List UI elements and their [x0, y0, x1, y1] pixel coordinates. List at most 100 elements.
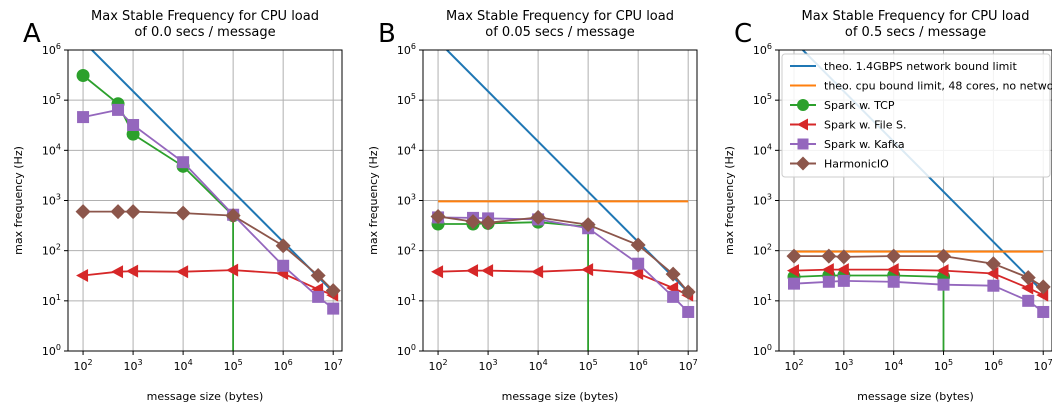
y-axis-label: max frequency (Hz) [723, 146, 736, 255]
data-point-file [836, 263, 849, 277]
y-tick-label: 101 [397, 293, 416, 308]
data-point-kafka [77, 111, 90, 124]
legend-marker [797, 99, 809, 111]
x-tick-label: 106 [629, 358, 648, 373]
data-point-harmonic [430, 208, 446, 224]
chart-title: of 0.05 secs / message [485, 25, 635, 40]
y-tick-label: 100 [42, 343, 61, 358]
chart-title: Max Stable Frequency for CPU load [91, 9, 319, 24]
data-point-harmonic [225, 208, 241, 224]
data-point-file [631, 267, 644, 281]
data-point-file [76, 268, 89, 282]
legend-label-harmonic: HarmonicIO [824, 158, 889, 171]
y-tick-label: 102 [42, 243, 61, 258]
y-tick-label: 102 [753, 243, 772, 258]
x-tick-label: 102 [784, 358, 803, 373]
x-tick-label: 104 [884, 358, 903, 373]
data-point-harmonic [465, 214, 481, 230]
y-tick-label: 104 [397, 142, 416, 157]
x-axis-label: message size (bytes) [147, 390, 264, 403]
data-point-harmonic [680, 284, 696, 300]
y-tick-label: 105 [753, 92, 772, 107]
data-point-kafka [312, 290, 325, 303]
chart-panel-b: 102 103 104 105 106 107 100 101 102 103 104 105 106 m… [367, 9, 698, 403]
data-point-kafka [177, 156, 190, 169]
x-tick-label: 106 [984, 358, 1003, 373]
data-point-kafka [127, 118, 140, 131]
data-point-kafka [667, 290, 680, 303]
x-tick-label: 103 [124, 358, 143, 373]
legend-label-file: Spark w. File S. [824, 119, 906, 132]
data-point-harmonic [325, 283, 341, 299]
plot-area [430, 50, 696, 351]
x-tick-label: 104 [174, 358, 193, 373]
data-point-file [821, 263, 834, 277]
y-tick-label: 104 [753, 142, 772, 157]
panel-letter: C [734, 19, 752, 49]
x-tick-label: 102 [429, 358, 448, 373]
y-tick-label: 106 [42, 42, 61, 57]
data-point-file [431, 265, 444, 279]
data-point-harmonic [530, 209, 546, 225]
x-tick-label: 104 [529, 358, 548, 373]
data-point-kafka [788, 277, 801, 290]
y-tick-label: 106 [753, 42, 772, 57]
x-tick-label: 102 [74, 358, 93, 373]
data-point-harmonic [985, 256, 1001, 272]
data-point-harmonic [630, 237, 646, 253]
data-point-file [936, 264, 949, 278]
series-line-kafka [438, 216, 689, 313]
series-line-network [446, 50, 689, 293]
chart-title: of 0.5 secs / message [845, 25, 986, 40]
y-tick-label: 106 [397, 42, 416, 57]
data-point-harmonic [580, 217, 596, 233]
y-tick-label: 105 [397, 92, 416, 107]
chart-panel-a: 102 103 104 105 106 107 100 101 102 103 104 105 106 m… [12, 9, 343, 403]
data-point-kafka [327, 302, 340, 315]
data-point-file [531, 265, 544, 279]
data-point-harmonic [1035, 279, 1051, 295]
data-point-kafka [887, 275, 900, 288]
data-point-kafka [632, 257, 645, 270]
data-point-file [126, 264, 139, 278]
data-point-kafka [822, 275, 835, 288]
data-point-harmonic [275, 238, 291, 254]
legend-label-tcp: Spark w. TCP [824, 99, 895, 112]
y-tick-label: 101 [42, 293, 61, 308]
series-line-network [91, 50, 334, 293]
y-tick-label: 104 [42, 142, 61, 157]
data-point-kafka [277, 259, 290, 272]
x-tick-label: 105 [579, 358, 598, 373]
x-tick-label: 103 [479, 358, 498, 373]
data-point-kafka [682, 305, 695, 318]
series-line-tcp [793, 274, 945, 351]
data-point-harmonic [836, 249, 852, 265]
chart-title: Max Stable Frequency for CPU load [802, 9, 1030, 24]
y-axis-label: max frequency (Hz) [12, 146, 25, 255]
x-axis-label: message size (bytes) [502, 390, 619, 403]
x-tick-label: 107 [324, 358, 343, 373]
legend-marker [797, 138, 809, 150]
data-point-harmonic [75, 204, 91, 220]
panel-letter: B [378, 19, 396, 49]
legend-box [781, 53, 1051, 178]
series-line-tcp [82, 74, 235, 351]
data-point-kafka [937, 278, 950, 291]
y-tick-label: 100 [753, 343, 772, 358]
plot-area [75, 50, 341, 351]
y-tick-label: 100 [397, 343, 416, 358]
data-point-file [1021, 281, 1034, 295]
legend-marker [796, 156, 810, 171]
data-point-harmonic [886, 248, 902, 264]
chart-title: Max Stable Frequency for CPU load [446, 9, 674, 24]
panel-letter: A [23, 19, 41, 49]
y-tick-label: 105 [42, 92, 61, 107]
legend: theo. 1.4GBPS network bound limit theo. c… [781, 53, 1052, 178]
data-point-harmonic [125, 204, 141, 220]
data-point-harmonic [175, 205, 191, 221]
x-tick-label: 106 [274, 358, 293, 373]
data-point-tcp [76, 69, 90, 83]
y-tick-label: 102 [397, 243, 416, 258]
